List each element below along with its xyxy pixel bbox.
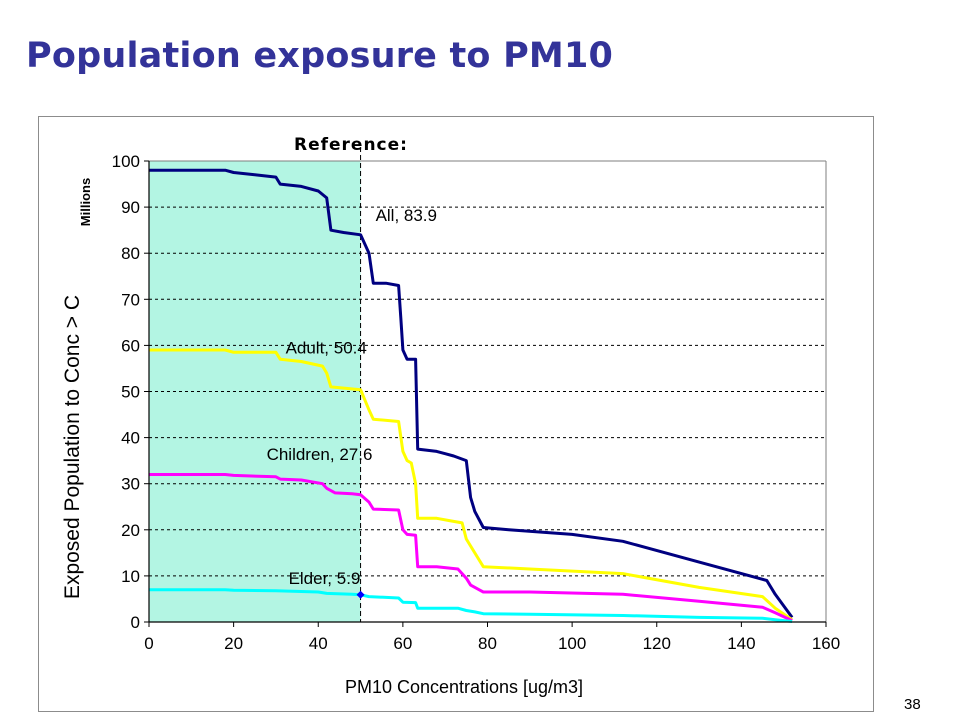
tick-labels: 0 20 40 60 80 100 120 140 160 0 10 20 30 40 50 60 70 80 90… — [112, 152, 841, 653]
x-tick-label: 40 — [309, 634, 328, 653]
page-number: 38 — [904, 696, 921, 713]
annotation-label: Children, 27.6 — [267, 445, 373, 464]
series-lines — [149, 168, 794, 623]
x-tick-label: 60 — [393, 634, 412, 653]
x-tick-label: 140 — [727, 634, 755, 653]
exposure-chart: 0 20 40 60 80 100 120 140 160 0 10 20 30 40 50 60 70 80 90… — [61, 135, 841, 697]
y-axis-units: Millions — [78, 178, 93, 226]
y-tick-label: 90 — [121, 198, 140, 217]
page-title: Population exposure to PM10 — [26, 36, 614, 76]
y-tick-label: 80 — [121, 244, 140, 263]
reference-marker — [356, 590, 365, 599]
y-tick-label: 100 — [112, 152, 140, 171]
y-tick-label: 70 — [121, 290, 140, 309]
annotation-label: Adult, 50.4 — [286, 339, 367, 358]
x-tick-label: 120 — [643, 634, 671, 653]
y-tick-label: 20 — [121, 521, 140, 540]
x-tick-label: 80 — [478, 634, 497, 653]
y-tick-label: 40 — [121, 429, 140, 448]
series-line-elder — [149, 588, 793, 623]
x-tick-label: 20 — [224, 634, 243, 653]
chart-title: Reference: — [294, 135, 408, 155]
y-tick-label: 0 — [131, 613, 140, 632]
series-line-adult — [149, 348, 793, 621]
y-tick-label: 10 — [121, 567, 140, 586]
annotation-label: All, 83.9 — [376, 206, 437, 225]
x-tick-label: 0 — [144, 634, 153, 653]
x-tick-label: 100 — [558, 634, 586, 653]
y-tick-label: 60 — [121, 336, 140, 355]
x-axis-title: PM10 Concentrations [ug/m3] — [345, 677, 583, 697]
annotations: All, 83.9 Adult, 50.4 Children, 27.6 Elder,… — [267, 206, 437, 588]
y-tick-label: 30 — [121, 475, 140, 494]
series-line-children — [149, 473, 793, 622]
chart-frame: 0 20 40 60 80 100 120 140 160 0 10 20 30 40 50 60 70 80 90… — [38, 116, 874, 712]
x-tick-label: 160 — [812, 634, 840, 653]
y-tick-label: 50 — [121, 383, 140, 402]
annotation-label: Elder, 5.9 — [289, 569, 361, 588]
y-axis-title: Exposed Population to Conc > C — [61, 295, 84, 599]
series-line-all — [149, 168, 794, 619]
gridlines — [149, 160, 827, 622]
